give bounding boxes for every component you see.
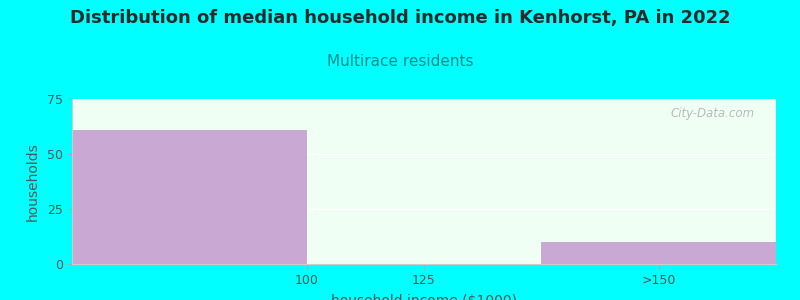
Text: Distribution of median household income in Kenhorst, PA in 2022: Distribution of median household income … [70, 9, 730, 27]
X-axis label: household income ($1000): household income ($1000) [331, 294, 517, 300]
Y-axis label: households: households [26, 142, 40, 221]
Bar [72, 130, 306, 264]
Bar [542, 242, 776, 264]
Text: City-Data.com: City-Data.com [670, 107, 755, 120]
Text: Multirace residents: Multirace residents [326, 54, 474, 69]
